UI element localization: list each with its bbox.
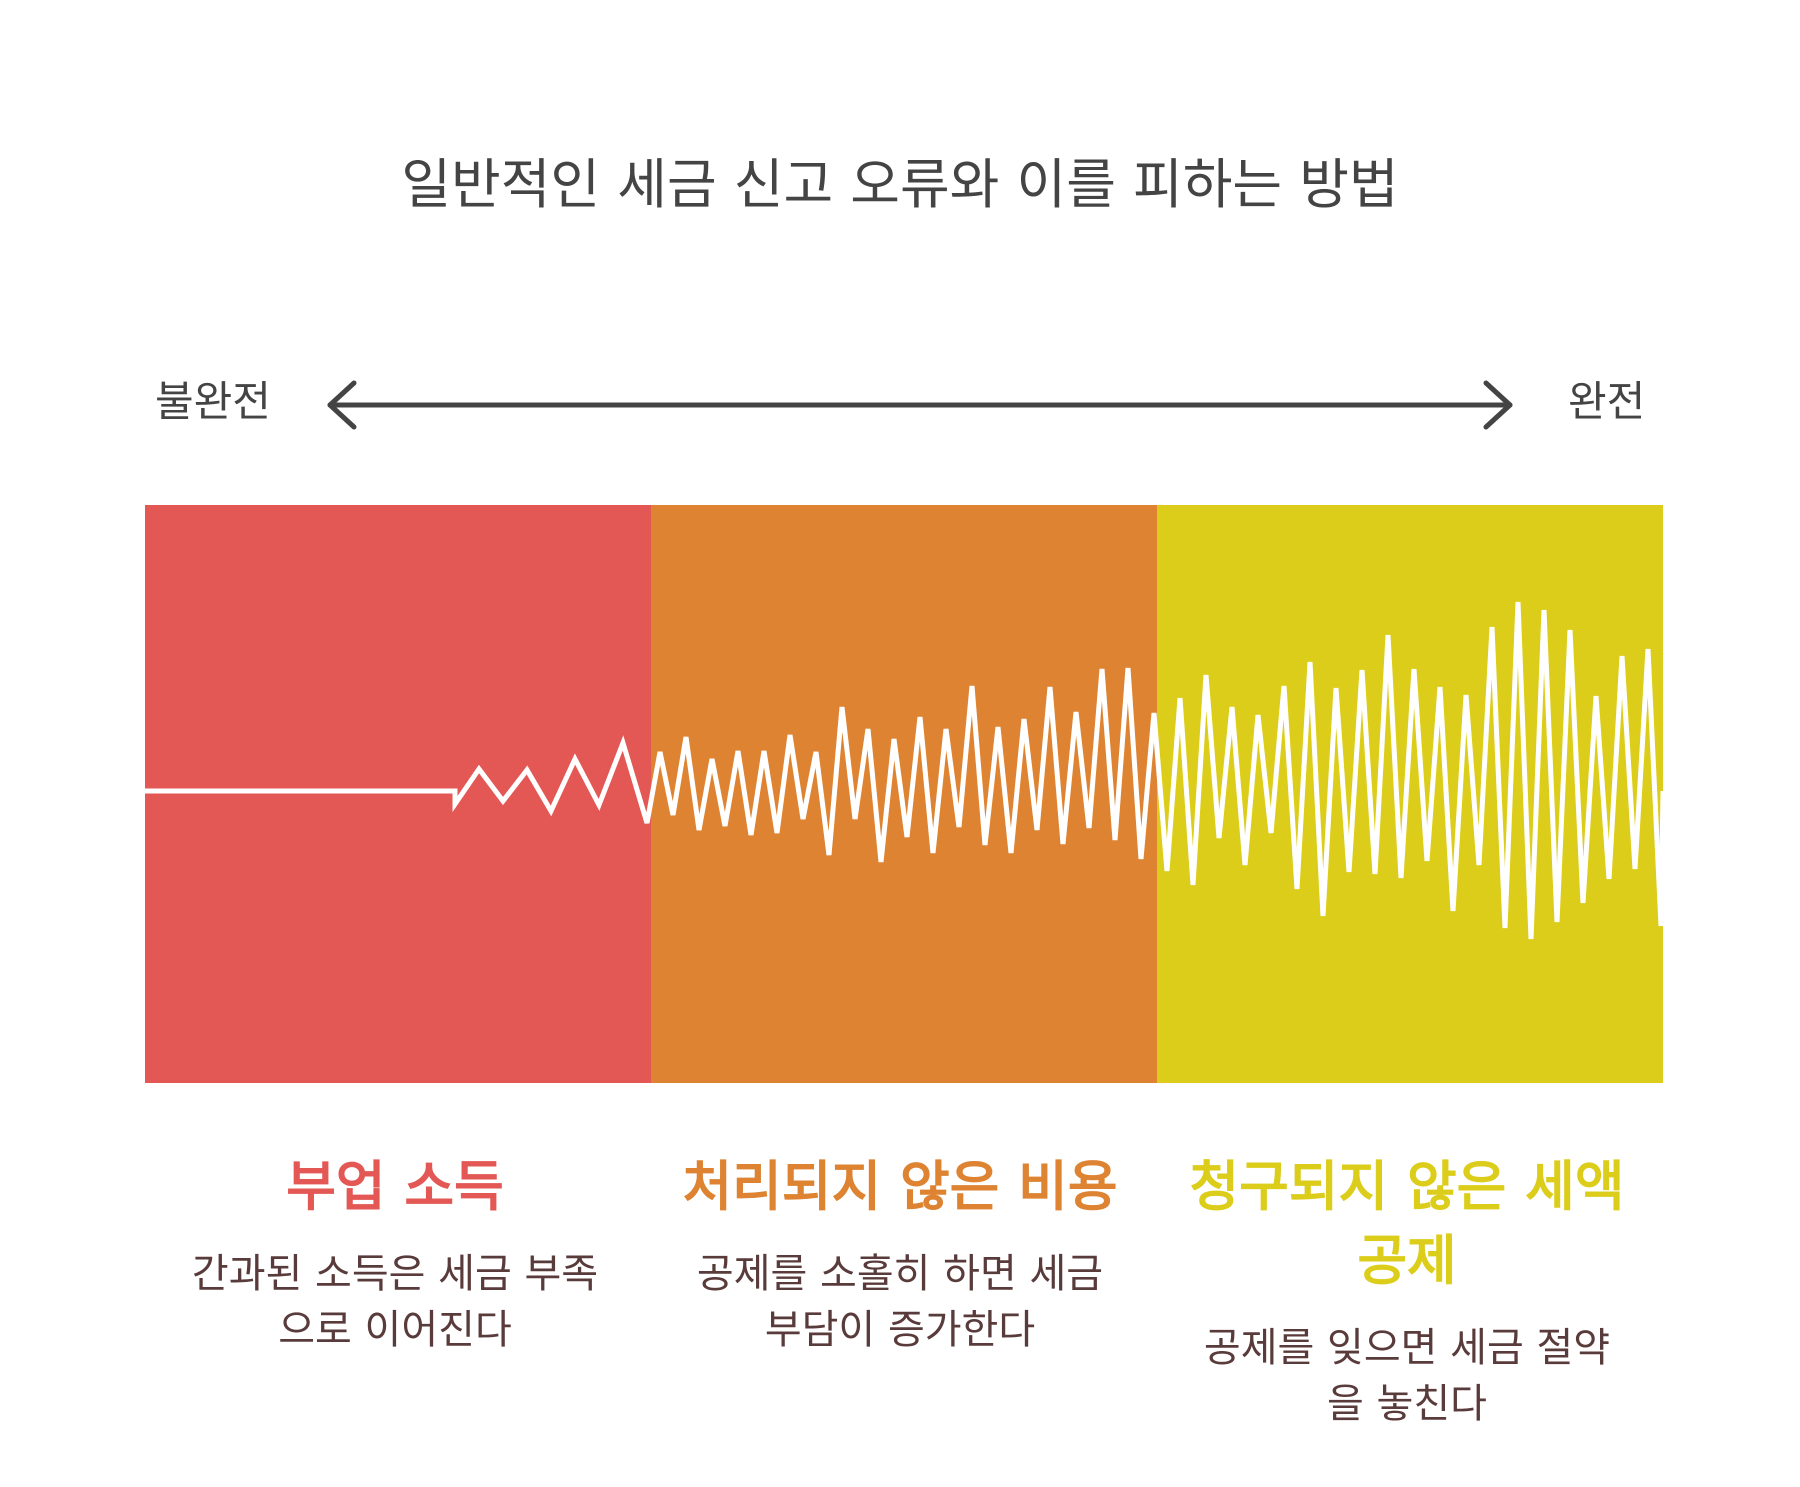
stage-description: 공제를 소홀히 하면 세금 부담이 증가한다 <box>696 1251 1104 1353</box>
panel-side-income <box>145 505 651 1083</box>
stage-description: 공제를 잊으면 세금 절약을 놓친다 <box>1203 1325 1611 1427</box>
stage-heading: 처리되지 않은 비용 <box>682 1155 1118 1218</box>
wave-line <box>145 601 1663 940</box>
stage-unprocessed-expenses: 처리되지 않은 비용 공제를 소홀히 하면 세금 부담이 증가한다 <box>680 1150 1120 1358</box>
page-title: 일반적인 세금 신고 오류와 이를 피하는 방법 <box>401 153 1399 216</box>
stage-panels <box>145 505 1663 1083</box>
stage-heading: 청구되지 않은 세액 공제 <box>1189 1155 1625 1292</box>
stage-unclaimed-credits: 청구되지 않은 세액 공제 공제를 잊으면 세금 절약을 놓친다 <box>1187 1150 1627 1432</box>
stage-side-income: 부업 소득 간과된 소득은 세금 부족으로 이어진다 <box>175 1150 615 1358</box>
scale-left-label: 불완전 <box>155 377 271 426</box>
stage-heading: 부업 소득 <box>286 1155 504 1218</box>
stage-description: 간과된 소득은 세금 부족으로 이어진다 <box>191 1251 599 1353</box>
double-arrow-icon <box>327 380 1513 430</box>
scale-right-label: 완전 <box>1568 377 1646 426</box>
signal-wave <box>145 601 1663 940</box>
panel-unprocessed-expenses <box>651 505 1157 1083</box>
